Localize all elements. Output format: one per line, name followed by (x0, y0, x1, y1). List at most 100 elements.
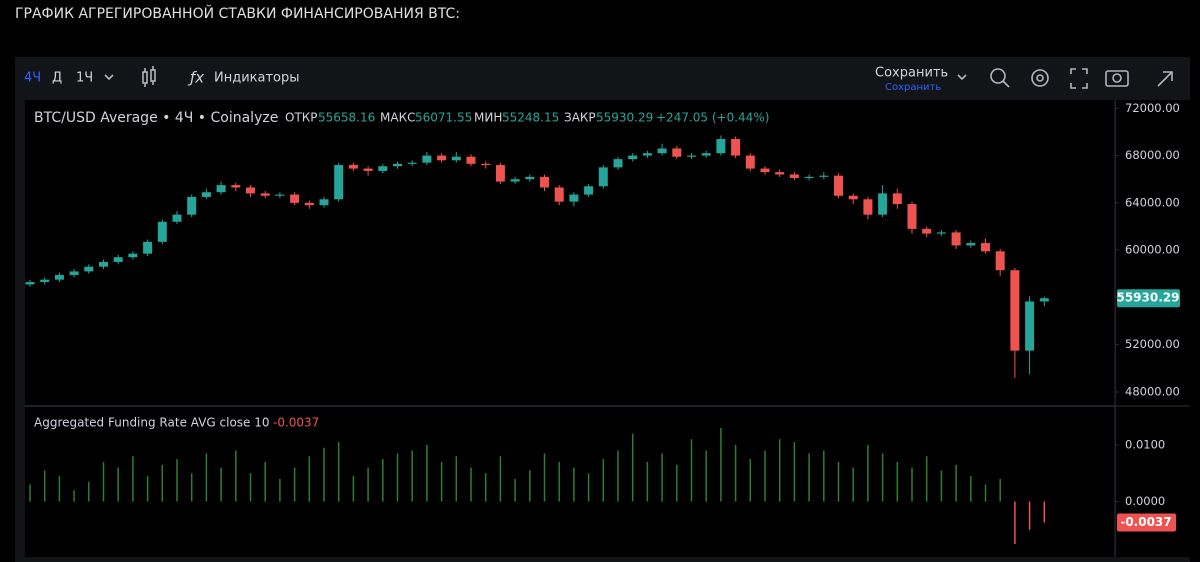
candle-body (246, 187, 255, 194)
funding-bar (43, 470, 46, 502)
candle-body (40, 279, 50, 283)
funding-bar (220, 467, 222, 502)
funding-bar (587, 473, 590, 502)
indicators-button[interactable]: Индикаторы (214, 71, 300, 86)
funding-bar (58, 476, 61, 502)
funding-bar (852, 467, 854, 502)
candle-body (892, 193, 902, 205)
funding-bar (264, 461, 266, 502)
candle-body (613, 159, 623, 168)
fullscreen-icon[interactable] (1070, 68, 1088, 89)
funding-bar (514, 478, 516, 502)
screenshot-icon[interactable] (1105, 70, 1129, 87)
funding-bar (117, 467, 119, 502)
last-value-label: -0.0037 (1120, 515, 1171, 529)
funding-bar (426, 444, 428, 502)
save-button[interactable]: Сохранить (875, 66, 948, 81)
candle-body (348, 165, 358, 169)
funding-bar (396, 453, 399, 502)
page-title: ГРАФИК АГРЕГИРОВАННОЙ СТАВКИ ФИНАНСИРОВА… (15, 4, 460, 22)
candle-body (54, 274, 64, 280)
interval-4h[interactable]: 4Ч (24, 71, 41, 86)
funding-bar (646, 461, 649, 502)
interval-day[interactable]: Д (52, 71, 62, 86)
indicator-title: Aggregated Funding Rate AVG close 10 (34, 416, 270, 430)
candle-body (598, 167, 608, 187)
open-label: ОТКР (285, 111, 318, 125)
funding-bar (823, 450, 825, 502)
candle-body (304, 202, 314, 206)
candle-body (731, 139, 741, 156)
candle-body (69, 271, 79, 275)
price-pane (25, 100, 1115, 405)
open-value: 55658.16 (318, 111, 375, 125)
candle-body (422, 155, 432, 163)
close-label: ЗАКР (564, 111, 596, 125)
candle-body (1025, 301, 1035, 351)
indicator-value: -0.0037 (273, 416, 319, 430)
funding-bar (352, 476, 355, 502)
candle-body (789, 174, 799, 179)
candle-body (966, 243, 976, 246)
candle-body (84, 266, 94, 272)
candle-body (451, 156, 461, 161)
last-value-badge (1117, 513, 1176, 532)
search-icon[interactable] (990, 68, 1010, 88)
price-axis (1116, 100, 1190, 557)
settings-icon[interactable] (1031, 69, 1049, 87)
funding-bar (631, 433, 634, 502)
funding-bar (190, 473, 193, 502)
candle-body (951, 232, 961, 246)
candle-body (99, 261, 108, 267)
funding-bar (690, 439, 693, 502)
funding-bar (720, 427, 722, 502)
funding-bar (925, 456, 928, 502)
funding-bar (867, 444, 869, 502)
interval-dropdown[interactable] (104, 74, 114, 81)
candle-body (657, 148, 667, 154)
candle-body (672, 148, 682, 157)
funding-bar (102, 461, 105, 502)
save-dropdown[interactable] (957, 74, 967, 81)
candle-body (510, 179, 520, 182)
candle-body (143, 241, 153, 254)
interval-1h[interactable]: 1Ч (76, 71, 93, 86)
candle-body (745, 155, 755, 169)
funding-bar (484, 473, 487, 502)
funding-bar (308, 456, 311, 502)
funding-bar (749, 459, 752, 502)
funding-bar (440, 461, 443, 502)
candle-type-button[interactable] (142, 66, 156, 87)
candle-body (642, 153, 652, 156)
candle-body (819, 175, 829, 177)
candle-body (260, 193, 270, 196)
funding-bar (970, 476, 972, 502)
publish-icon[interactable] (1157, 71, 1173, 87)
funding-bar (543, 453, 546, 502)
candle-body (172, 214, 182, 222)
y-tick-label: 60000.00 (1125, 243, 1180, 257)
funding-bar (367, 467, 369, 502)
funding-bar (764, 450, 766, 502)
funding-bar (205, 453, 208, 502)
candle-body (863, 199, 873, 215)
candle-body (378, 166, 388, 171)
y-tick-label: 64000.00 (1125, 195, 1180, 209)
funding-bar (881, 453, 884, 502)
candle-body (775, 172, 785, 175)
candle-body (922, 228, 932, 234)
funding-bar (602, 459, 605, 502)
candle-body (760, 168, 770, 173)
fx-icon[interactable]: ƒx (187, 69, 204, 87)
funding-bar (1043, 501, 1046, 523)
funding-bar (411, 450, 413, 502)
candle-body (995, 251, 1005, 271)
funding-bar (705, 450, 707, 502)
funding-bar (837, 461, 840, 502)
funding-bar (176, 459, 178, 502)
funding-bar (499, 456, 502, 502)
funding-bar (249, 473, 252, 502)
funding-bar (73, 490, 75, 502)
y-tick-label: 52000.00 (1125, 337, 1180, 351)
